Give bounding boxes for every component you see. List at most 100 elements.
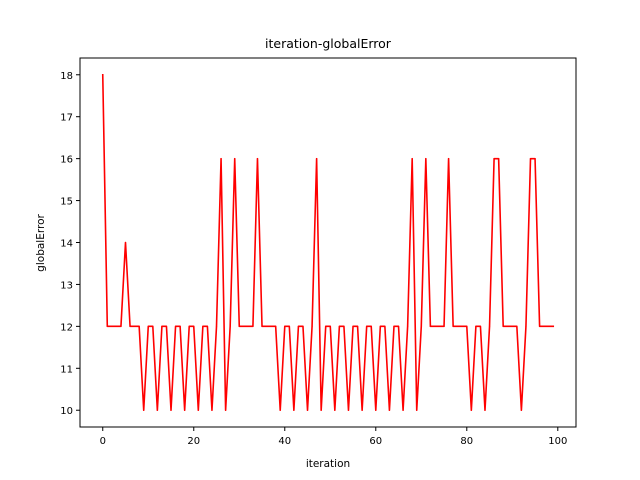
data-point <box>202 325 204 327</box>
data-point <box>229 325 231 327</box>
data-point <box>311 325 313 327</box>
data-point <box>343 325 345 327</box>
data-point <box>434 325 436 327</box>
data-point <box>211 409 213 411</box>
data-point <box>470 409 472 411</box>
data-point <box>316 158 318 160</box>
data-point <box>165 325 168 327</box>
data-point <box>525 325 527 327</box>
data-point <box>220 158 222 160</box>
data-point <box>270 325 272 327</box>
data-point <box>147 325 149 327</box>
data-point <box>334 409 336 411</box>
data-point <box>161 325 163 327</box>
data-point <box>425 158 427 160</box>
data-point <box>416 409 418 411</box>
y-tick-label: 15 <box>60 197 73 208</box>
data-point <box>507 325 509 327</box>
x-tick-label: 40 <box>278 436 291 447</box>
data-point <box>475 325 477 327</box>
data-point <box>225 409 227 411</box>
data-point <box>543 325 545 327</box>
data-point <box>206 325 209 327</box>
data-point <box>466 325 468 327</box>
y-tick-label: 13 <box>60 280 73 291</box>
data-point <box>370 325 372 327</box>
data-point <box>265 325 268 327</box>
y-axis-title: globalError <box>35 214 47 272</box>
data-point <box>393 325 395 327</box>
x-tick-label: 60 <box>369 436 382 447</box>
data-point <box>288 325 290 327</box>
data-point <box>529 158 532 160</box>
data-point <box>511 325 513 327</box>
y-axis: 10 11 12 13 14 15 16 17 18 <box>60 71 80 417</box>
data-point <box>279 409 281 411</box>
data-point <box>156 409 158 411</box>
data-point <box>184 409 186 411</box>
y-tick-label: 10 <box>60 406 73 417</box>
data-point <box>124 241 127 244</box>
data-point <box>397 325 400 327</box>
data-point <box>275 325 277 327</box>
data-point <box>134 325 136 327</box>
data-point <box>115 325 117 327</box>
data-point <box>534 158 536 160</box>
data-point <box>138 325 140 327</box>
y-tick-label: 17 <box>60 113 73 124</box>
x-tick-label: 20 <box>187 436 200 447</box>
data-point <box>493 158 495 160</box>
data-point <box>429 325 431 327</box>
data-point <box>407 325 409 327</box>
data-point <box>452 325 454 327</box>
data-point <box>320 409 322 411</box>
data-point <box>106 325 108 327</box>
data-point <box>238 325 240 327</box>
data-point <box>174 325 177 327</box>
data-point <box>548 325 550 327</box>
data-point <box>302 325 304 327</box>
y-tick-label: 11 <box>60 364 73 375</box>
data-point <box>102 74 104 76</box>
y-tick-label: 16 <box>60 155 73 166</box>
data-point <box>516 325 518 327</box>
data-point <box>411 158 413 160</box>
series-line-0 <box>101 73 555 412</box>
data-point <box>197 409 199 411</box>
data-point <box>347 409 350 411</box>
data-point <box>552 325 554 327</box>
data-point <box>484 409 486 411</box>
data-point <box>325 325 327 327</box>
x-tick-label: 80 <box>460 436 473 447</box>
data-point <box>120 325 122 327</box>
data-point <box>352 325 354 327</box>
data-point <box>143 409 145 411</box>
data-point <box>498 158 500 160</box>
data-point <box>366 325 368 327</box>
data-point <box>297 325 300 327</box>
data-point <box>520 409 522 411</box>
data-point <box>129 325 131 327</box>
data-point <box>420 325 422 327</box>
data-point <box>179 325 181 327</box>
data-point <box>461 325 463 327</box>
data-point <box>284 325 286 327</box>
data-point <box>356 325 359 327</box>
data-point <box>379 325 381 327</box>
data-point <box>247 325 249 327</box>
data-point <box>188 325 190 327</box>
data-point <box>256 158 259 160</box>
data-point <box>402 409 404 411</box>
data-point <box>479 325 482 327</box>
data-point <box>293 409 295 411</box>
data-point <box>329 325 331 327</box>
data-point <box>447 158 450 160</box>
data-point <box>234 158 236 160</box>
data-point <box>488 325 491 327</box>
data-point <box>252 325 254 327</box>
data-point <box>170 409 172 411</box>
data-point <box>361 409 363 411</box>
data-point <box>443 325 445 327</box>
x-axis: 0 20 40 60 80 100 <box>100 427 567 447</box>
data-point <box>384 325 386 327</box>
